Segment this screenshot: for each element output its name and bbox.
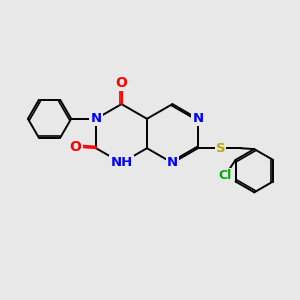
Text: O: O (116, 76, 128, 89)
Text: S: S (216, 142, 225, 155)
Text: O: O (70, 140, 82, 154)
Text: N: N (167, 156, 178, 170)
Text: Cl: Cl (218, 169, 232, 182)
Text: NH: NH (110, 156, 133, 170)
Text: N: N (192, 112, 203, 125)
Text: N: N (91, 112, 102, 125)
